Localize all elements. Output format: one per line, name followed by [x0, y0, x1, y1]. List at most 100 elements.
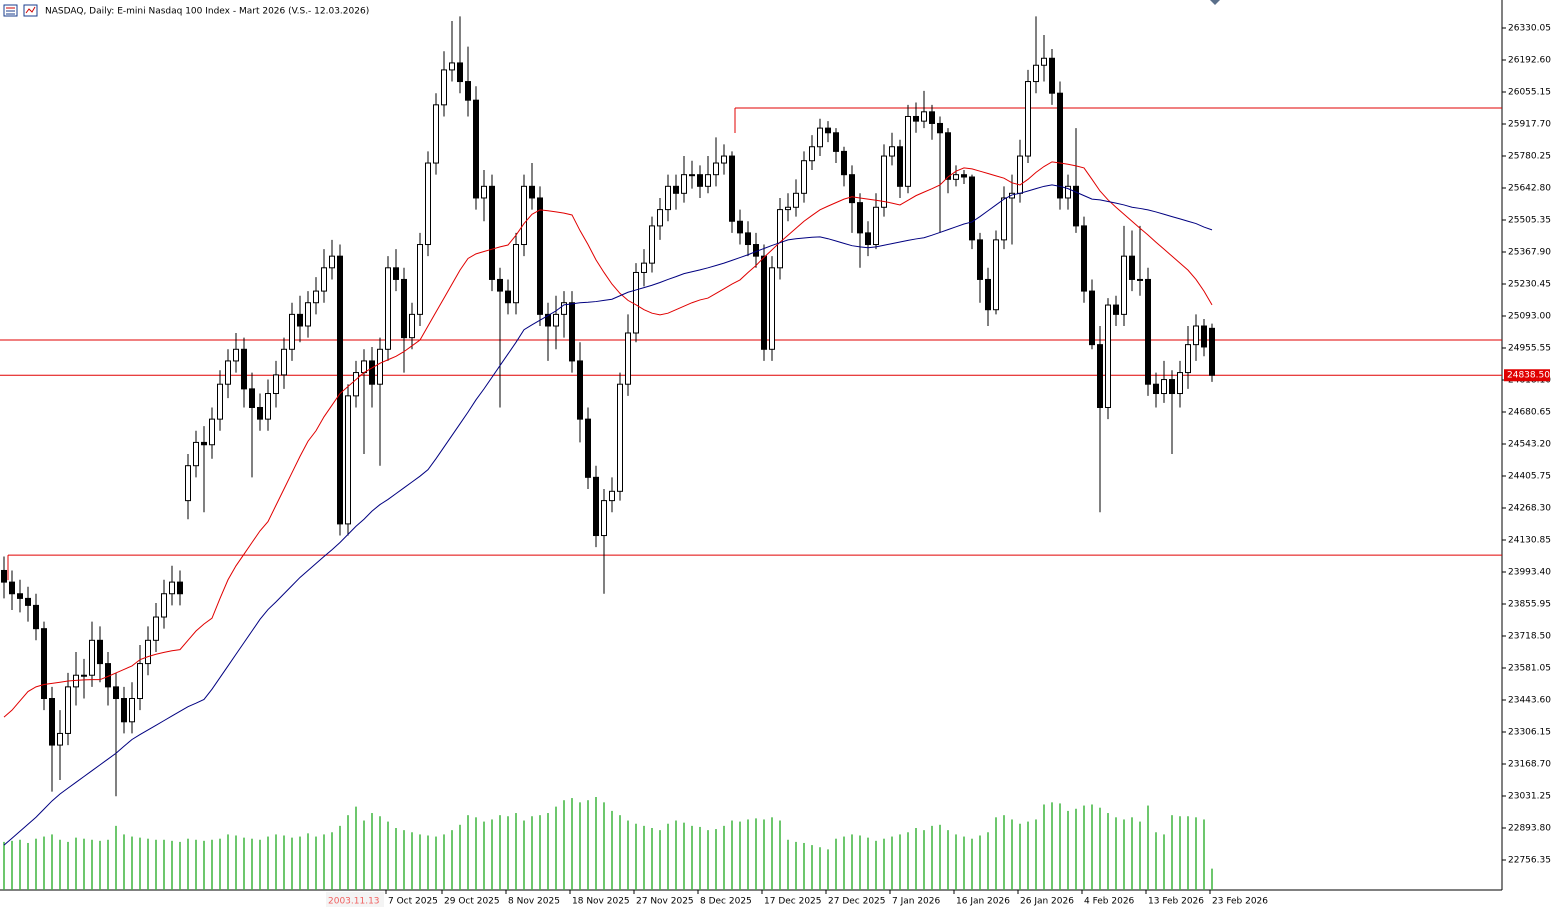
- candle-body: [977, 239, 983, 280]
- candle-body: [9, 581, 15, 595]
- candle-body: [473, 99, 479, 199]
- y-tick-label: 24130.85: [1508, 535, 1551, 545]
- candle-body: [569, 302, 575, 362]
- last-price-box: [1504, 369, 1550, 382]
- candle-body: [41, 628, 47, 700]
- candle-body: [1097, 344, 1103, 408]
- candle-body: [1041, 57, 1047, 66]
- candle-body: [961, 174, 967, 178]
- x-tick-label: 27 Nov 2025: [636, 897, 694, 907]
- candle-body: [313, 290, 319, 304]
- candle-body: [1129, 255, 1135, 280]
- chart-title: NASDAQ, Daily: E-mini Nasdaq 100 Index -…: [45, 7, 369, 17]
- candle-body: [993, 239, 999, 311]
- y-tick-label: 25642.80: [1508, 183, 1551, 193]
- candle-body: [345, 395, 351, 525]
- candle-body: [833, 132, 839, 152]
- candle-body: [233, 348, 239, 362]
- candle-body: [713, 162, 719, 176]
- y-tick-label: 22756.35: [1508, 856, 1551, 866]
- candle-body: [881, 155, 887, 208]
- candle-body: [793, 192, 799, 208]
- y-tick-label: 25917.70: [1508, 119, 1551, 129]
- candle-body: [385, 267, 391, 350]
- candle-body: [1065, 185, 1071, 199]
- y-tick-label: 25367.90: [1508, 247, 1551, 257]
- candle-body: [457, 62, 463, 83]
- candle-body: [1017, 155, 1023, 194]
- x-tick-label: 7 Jan 2026: [892, 897, 940, 907]
- y-tick-label: 23993.40: [1508, 567, 1551, 577]
- y-tick-label: 23031.25: [1508, 792, 1551, 802]
- candle-body: [689, 174, 695, 177]
- candle-body: [825, 127, 831, 134]
- candle-body: [1145, 278, 1151, 385]
- candle-body: [121, 698, 127, 723]
- candle-body: [657, 209, 663, 227]
- candle-body: [897, 146, 903, 187]
- candle-body: [1105, 304, 1111, 408]
- candle-body: [297, 313, 303, 327]
- candle-body: [777, 209, 783, 269]
- candle-body: [505, 290, 511, 304]
- candle-body: [705, 174, 711, 187]
- candle-body: [129, 698, 135, 723]
- marker-label-box: [326, 892, 384, 907]
- shift-marker[interactable]: [1210, 0, 1220, 5]
- candle-body: [1073, 185, 1079, 227]
- candle-body: [489, 185, 495, 280]
- x-tick-label: 4 Feb 2026: [1084, 897, 1135, 907]
- candle-body: [153, 616, 159, 641]
- x-tick-label: 13 Feb 2026: [1148, 897, 1204, 907]
- candle-body: [553, 313, 559, 327]
- candle-body: [361, 360, 367, 374]
- candle-body: [529, 185, 535, 199]
- y-tick-label: 26330.05: [1508, 23, 1551, 33]
- candle-body: [1177, 372, 1183, 395]
- candle-body: [945, 132, 951, 180]
- candle-body: [985, 278, 991, 311]
- candle-body: [561, 302, 567, 315]
- candle-body: [377, 348, 383, 385]
- candle-body: [1057, 92, 1063, 199]
- last-price-label: 24838.50: [1507, 371, 1550, 381]
- candle-body: [273, 374, 279, 395]
- candle-body: [481, 185, 487, 199]
- candle-body: [721, 155, 727, 164]
- candle-body: [1001, 197, 1007, 241]
- candle-body: [417, 244, 423, 315]
- candle-body: [729, 155, 735, 222]
- candle-body: [329, 255, 335, 269]
- candle-body: [665, 185, 671, 211]
- candle-body: [265, 393, 271, 420]
- marker-label: 2003.11.13: [328, 897, 380, 907]
- candle-body: [249, 388, 255, 408]
- x-tick-label: 23 Feb 2026: [1212, 897, 1268, 907]
- candle-body: [745, 232, 751, 246]
- y-tick-label: 26192.60: [1508, 55, 1551, 65]
- candle-body: [937, 122, 943, 134]
- candle-body: [1161, 379, 1167, 395]
- candle-body: [289, 313, 295, 350]
- candle-body: [17, 593, 23, 599]
- candle-body: [193, 441, 199, 467]
- candle-body: [81, 674, 87, 677]
- toolbar-icons: [3, 4, 38, 17]
- candle-body: [673, 185, 679, 194]
- x-tick-label: 8 Dec 2025: [700, 897, 752, 907]
- candle-body: [257, 406, 263, 420]
- candle-body: [1049, 57, 1055, 94]
- candle-body: [921, 111, 927, 122]
- candle-body: [393, 267, 399, 280]
- candle-body: [217, 383, 223, 420]
- candle-body: [593, 476, 599, 537]
- candle-body: [33, 604, 39, 630]
- candle-body: [809, 146, 815, 162]
- candle-body: [177, 581, 183, 595]
- candle-body: [73, 674, 79, 688]
- candle-body: [161, 593, 167, 618]
- x-tick-label: 16 Jan 2026: [956, 897, 1010, 907]
- y-tick-label: 24680.65: [1508, 407, 1551, 417]
